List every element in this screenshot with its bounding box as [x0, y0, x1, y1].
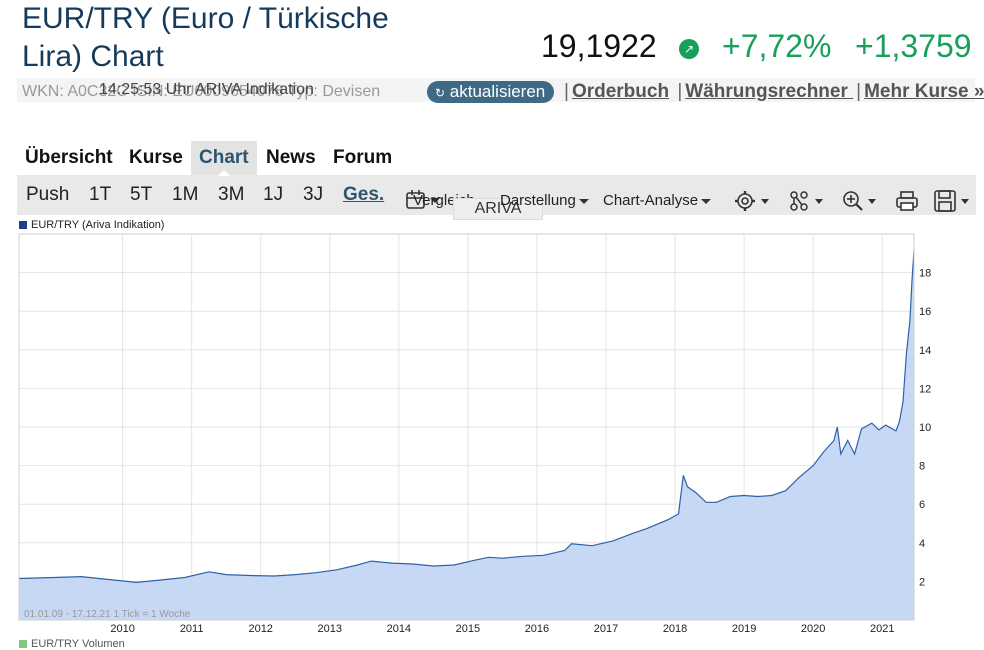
y-tick-label: 8 [919, 461, 925, 473]
x-tick-label: 2010 [110, 623, 134, 635]
y-axis: 2 4 6 8 10 12 14 16 18 [919, 268, 931, 589]
printer-icon [896, 191, 918, 211]
save-dropdown[interactable] [933, 189, 973, 213]
legend-label: EUR/TRY (Ariva Indikation) [31, 219, 165, 231]
x-tick-label: 2015 [456, 623, 480, 635]
mehr-kurse-link[interactable]: Mehr Kurse » [864, 81, 984, 102]
chevron-down-icon [701, 198, 712, 204]
y-tick-label: 12 [919, 383, 931, 395]
y-tick-label: 2 [919, 576, 925, 588]
x-tick-label: 2012 [248, 623, 272, 635]
calendar-icon [406, 190, 440, 209]
current-price: 19,1922 [541, 28, 657, 64]
darstellung-label: Darstellung [500, 192, 576, 209]
range-ges[interactable]: Ges. [343, 184, 385, 205]
trend-up-icon: ↗ [679, 39, 699, 59]
settings-dropdown[interactable] [734, 189, 774, 213]
chart-analyse-label: Chart-Analyse [603, 192, 699, 209]
volume-legend-label: EUR/TRY Volumen [31, 638, 125, 650]
source-tag: ARIVA [453, 198, 543, 220]
y-tick-label: 6 [919, 499, 925, 511]
chart-frame [18, 233, 915, 621]
tab-news[interactable]: News [266, 147, 316, 168]
active-tab-pointer [218, 170, 230, 176]
save-icon [934, 190, 969, 212]
print-button[interactable] [895, 189, 919, 213]
y-tick-label: 14 [919, 345, 931, 357]
x-tick-label: 2016 [525, 623, 549, 635]
y-tick-label: 18 [919, 268, 931, 280]
y-tick-label: 16 [919, 306, 931, 318]
x-tick-label: 2019 [732, 623, 756, 635]
darstellung-dropdown[interactable]: Darstellung [500, 192, 589, 209]
tab-forum[interactable]: Forum [333, 147, 393, 168]
range-1t[interactable]: 1T [89, 184, 112, 205]
range-3m[interactable]: 3M [218, 184, 245, 205]
x-tick-label: 2017 [594, 623, 618, 635]
range-1j[interactable]: 1J [263, 184, 284, 205]
x-tick-label: 2011 [180, 623, 204, 635]
range-3j[interactable]: 3J [303, 184, 324, 205]
wkn-info: WKN: A0C32C ISIN: EU0009654078 Typ: Devi… [22, 83, 381, 100]
series-swatch [19, 221, 27, 230]
period-label: 01.01.09 - 17.12.21 1 Tick = 1 Woche [24, 609, 191, 620]
volume-swatch [19, 640, 27, 649]
x-tick-label: 2020 [801, 623, 825, 635]
price-line [18, 249, 915, 584]
range-5t[interactable]: 5T [130, 184, 153, 205]
indicators-dropdown[interactable] [789, 189, 829, 213]
page-title: EUR/TRY (Euro / Türkische Lira) Chart [22, 2, 389, 73]
range-1m[interactable]: 1M [172, 184, 199, 205]
zoom-dropdown[interactable] [841, 189, 881, 213]
gear-icon [735, 191, 769, 211]
refresh-icon: ↻ [435, 86, 446, 100]
change-percent: +7,72% [722, 28, 832, 64]
chart-analyse-dropdown[interactable]: Chart-Analyse [603, 192, 712, 209]
tab-chart[interactable]: Chart [191, 141, 257, 175]
waehrungsrechner-link[interactable]: Währungsrechner [685, 81, 854, 102]
x-tick-label: 2014 [387, 623, 411, 635]
y-tick-label: 10 [919, 422, 931, 434]
tab-kurse[interactable]: Kurse [129, 147, 183, 168]
refresh-button[interactable]: ↻ aktualisieren [427, 81, 555, 103]
zoom-in-icon [843, 191, 876, 211]
change-absolute: +1,3759 [855, 28, 972, 64]
volume-legend: EUR/TRY Volumen [19, 638, 125, 650]
orderbuch-link[interactable]: Orderbuch [571, 81, 670, 102]
x-tick-label: 2018 [663, 623, 687, 635]
calendar-dropdown[interactable] [406, 189, 442, 213]
x-tick-label: 2013 [318, 623, 342, 635]
chart-grid [19, 234, 914, 620]
network-icon [790, 191, 823, 211]
price-area [19, 249, 914, 620]
x-tick-label: 2021 [870, 623, 894, 635]
chevron-down-icon [578, 198, 589, 204]
quote-time: 14:25:53 Uhr ARIVA Indikation [99, 81, 314, 98]
y-tick-label: 4 [919, 538, 925, 550]
range-push[interactable]: Push [26, 184, 70, 205]
quote-links: | Orderbuch | Währungsrechner | Mehr Kurse … [564, 81, 984, 102]
x-axis: 2010 2011 2012 2013 2014 2015 2016 2017 2018 2019… [110, 623, 894, 635]
refresh-label: aktualisieren [449, 82, 546, 101]
chart-legend: EUR/TRY (Ariva Indikation) [19, 219, 164, 231]
tab-uebersicht[interactable]: Übersicht [25, 147, 113, 168]
